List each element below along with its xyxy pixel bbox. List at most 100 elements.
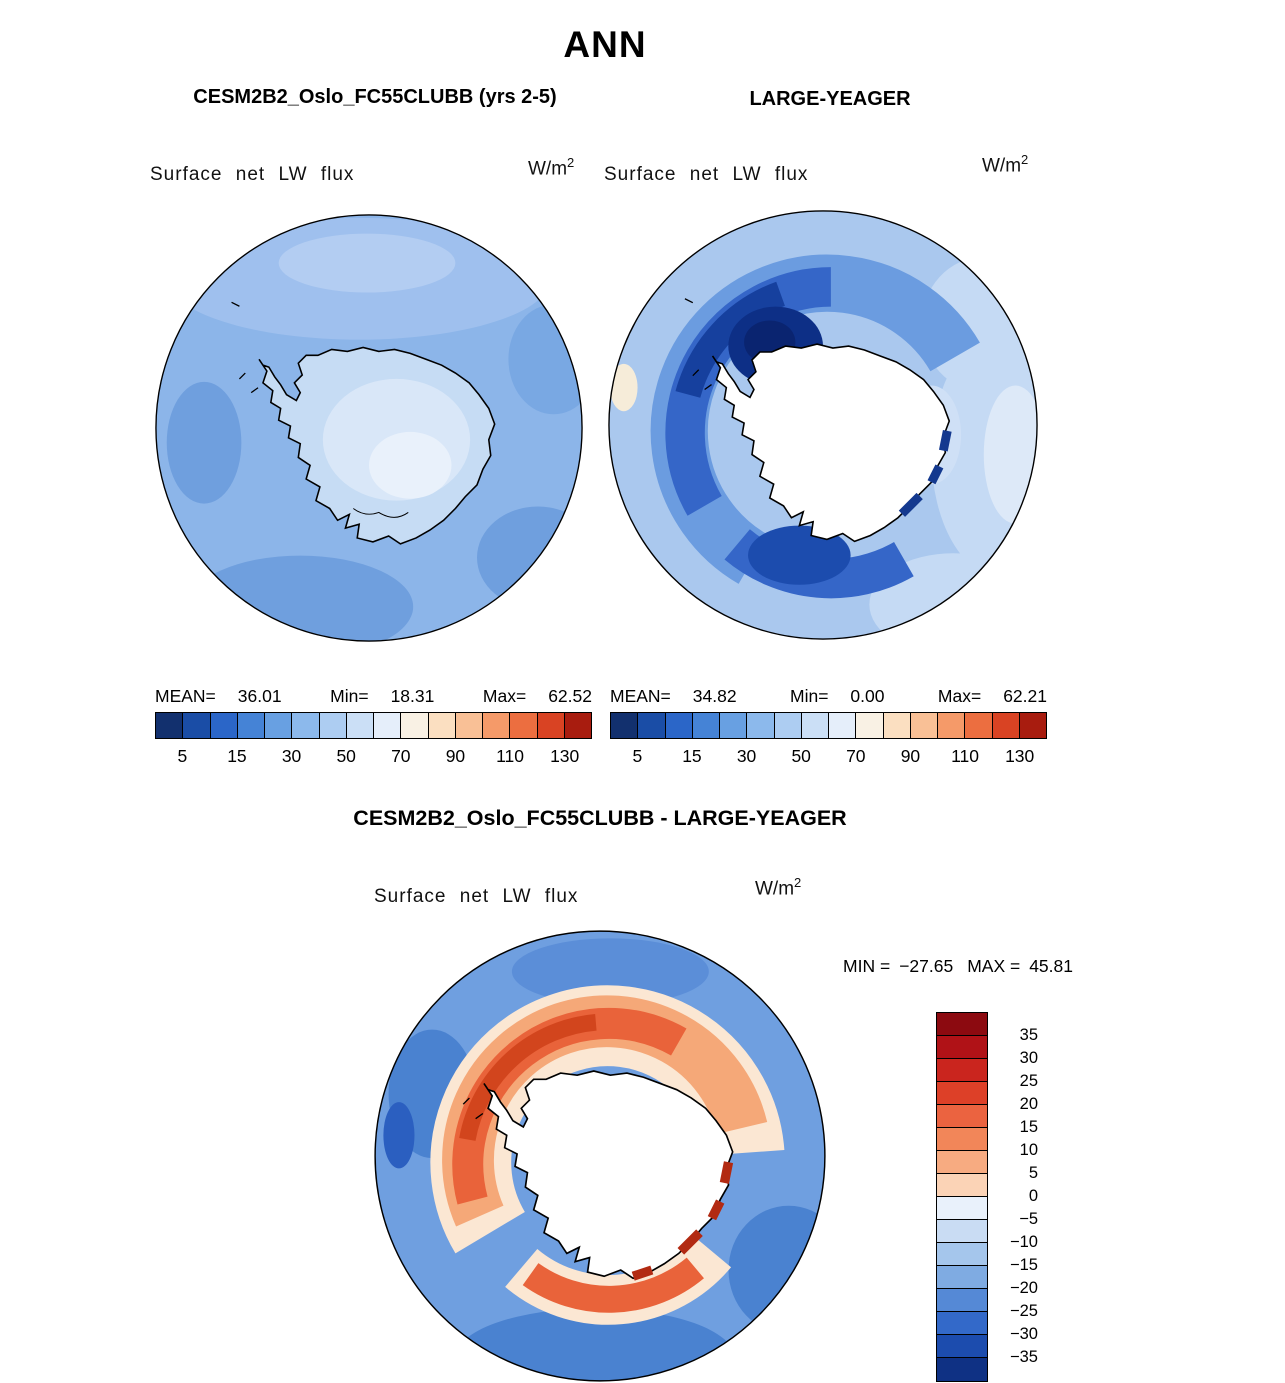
colorbar-obs [610,712,1047,739]
min-label: Min= [790,686,829,706]
map-diff [374,930,826,1382]
units-exponent: 2 [1021,152,1029,167]
colorbar-labels-diff: 35 30 25 20 15 10 5 0 −5 −10 −15 −20 −25 −30 −35 [992,1024,1038,1369]
colorbar-ticks-model: 5 15 30 50 70 90 110 130 [155,746,592,767]
diff-units-label: W/m2 [755,875,801,900]
colorbar-segment [801,713,829,738]
mean-value: 34.82 [692,686,737,706]
colorbar-segment [265,713,293,738]
colorbar-segment [720,713,748,738]
island-marks [462,1097,484,1120]
units-base: W/m [982,155,1022,177]
min-value: 18.31 [390,686,435,706]
colorbar-tick-label: −10 [1010,1233,1038,1251]
colorbar-tick-label: 15 [682,746,702,766]
colorbar-segment [992,713,1020,738]
colorbar-segment [937,1243,987,1266]
colorbar-segment [937,1312,987,1335]
colorbar-tick-label: 70 [391,746,411,766]
max-value: 62.21 [1003,686,1047,706]
model-map-title: Surface net LW flux [150,164,355,185]
island-marks [684,298,712,391]
colorbar-tick-label: 50 [791,746,811,766]
antarctica-coastline [258,346,496,545]
colorbar-tick-label: −20 [1010,1279,1038,1297]
colorbar-segment [346,713,374,738]
map-border [155,214,583,642]
colorbar-tick-label: −25 [1010,1302,1038,1320]
colorbar-tick-label: 130 [550,746,580,766]
colorbar-segment [319,713,347,738]
colorbar-segment [183,713,211,738]
colorbar-segment [937,1151,987,1174]
colorbar-tick-label: 110 [496,746,525,766]
colorbar-tick-label: 20 [1019,1095,1038,1113]
units-exponent: 2 [567,155,575,170]
map-border [608,210,1038,640]
colorbar-tick-label: 130 [1005,746,1035,766]
colorbar-tick-label: 5 [632,746,643,766]
colorbar-segment [774,713,802,738]
colorbar-segment [537,713,565,738]
colorbar-segment [937,1289,987,1312]
colorbar-segment [611,713,639,738]
colorbar-segment [292,713,320,738]
colorbar-segment [937,1082,987,1105]
max-value: 62.52 [548,686,592,706]
mean-value: 36.01 [237,686,282,706]
units-base: W/m [528,158,568,180]
colorbar-tick-label: 10 [1019,1141,1038,1159]
colorbar-segment [665,713,693,738]
colorbar-segment [237,713,265,738]
colorbar-segment [937,1358,987,1381]
diff-min-value: −27.65 [899,956,954,976]
diff-contour-field [375,931,825,1381]
max-label: Max= [937,686,982,706]
colorbar-tick-label: 90 [445,746,466,766]
colorbar-tick-label: 15 [1019,1118,1038,1136]
colorbar-segment [638,713,666,738]
obs-contour-field [608,210,1038,640]
colorbar-segment [856,713,884,738]
diff-map-title: Surface net LW flux [374,886,579,907]
colorbar-tick-label: 30 [736,746,757,766]
colorbar-diff [936,1012,988,1382]
colorbar-segment [965,713,993,738]
colorbar-tick-label: −5 [1019,1210,1038,1228]
colorbar-tick-label: 30 [281,746,302,766]
model-contour-field [155,214,583,642]
colorbar-tick-label: 110 [951,746,980,766]
coastal-dark-cells [898,430,952,517]
model-subtitle: CESM2B2_Oslo_FC55CLUBB (yrs 2-5) [193,86,557,108]
colorbar-segment [883,713,911,738]
colorbar-tick-label: 50 [336,746,356,766]
map-model [155,214,583,642]
colorbar-tick-label: −15 [1010,1256,1038,1274]
map-border [374,930,826,1382]
obs-subtitle: LARGE-YEAGER [749,88,911,110]
mean-label: MEAN= [155,686,216,706]
colorbar-segment [937,1013,987,1036]
colorbar-tick-label: 25 [1019,1072,1038,1090]
colorbar-segment [510,713,538,738]
diff-minmax: MIN = −27.65 MAX = 45.81 [843,956,1073,977]
colorbar-segment [937,1128,987,1151]
colorbar-segment [937,1036,987,1059]
colorbar-ticks-obs: 5 15 30 50 70 90 110 130 [610,746,1047,767]
colorbar-model [155,712,592,739]
diff-max-value: 45.81 [1029,956,1073,976]
colorbar-tick-label: 90 [900,746,921,766]
island-marks [231,301,259,394]
colorbar-segment [401,713,429,738]
obs-units-label: W/m2 [982,152,1028,177]
colorbar-segment [455,713,483,738]
colorbar-segment [938,713,966,738]
diff-subtitle: CESM2B2_Oslo_FC55CLUBB - LARGE-YEAGER [353,806,847,830]
model-units-label: W/m2 [528,155,574,180]
colorbar-tick-label: 30 [1019,1049,1038,1067]
colorbar-tick-label: 35 [1019,1026,1038,1044]
colorbar-segment [747,713,775,738]
min-value: 0.00 [850,686,885,706]
colorbar-tick-label: 70 [846,746,866,766]
